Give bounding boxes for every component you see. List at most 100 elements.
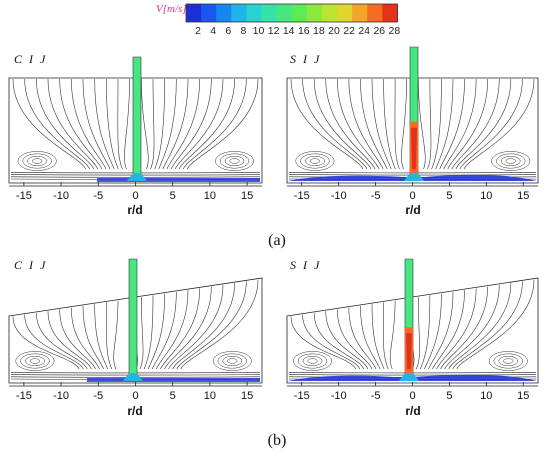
streamline xyxy=(12,316,80,370)
streamline xyxy=(71,78,107,170)
colorbar-swatch xyxy=(321,4,338,22)
jet-column xyxy=(128,258,138,380)
vortex-streamline xyxy=(29,358,41,364)
x-tick-label: 0 xyxy=(409,190,416,202)
vortex-streamline xyxy=(20,353,50,369)
colorbar-swatch xyxy=(276,4,293,22)
streamline xyxy=(383,78,396,170)
streamline xyxy=(447,78,489,170)
streamline xyxy=(170,78,212,170)
vortex-streamline xyxy=(15,351,55,371)
x-tick-label: -15 xyxy=(15,190,32,202)
streamline xyxy=(290,78,364,170)
colorbar-swatch xyxy=(216,4,232,22)
streamline xyxy=(348,78,384,170)
x-tick-label: 10 xyxy=(203,390,217,402)
streamline xyxy=(427,78,432,170)
streamline xyxy=(59,309,96,370)
xlabel-panel-4: r/d xyxy=(405,404,421,418)
streamline xyxy=(143,295,154,370)
x-tick-label: -5 xyxy=(370,390,381,402)
x-tick-label: 15 xyxy=(240,190,254,202)
x-tick-label: -15 xyxy=(15,390,32,402)
jet-column xyxy=(409,46,419,180)
streamline xyxy=(59,78,103,170)
panel-label-cij-a: C I J xyxy=(14,52,48,66)
vortex-streamline xyxy=(32,158,43,164)
streamline xyxy=(82,78,111,170)
colorbar-tick-label: 28 xyxy=(388,25,401,37)
jet-body xyxy=(132,56,142,180)
colorbar-tick-label: 12 xyxy=(267,25,280,37)
impingement-zone xyxy=(127,173,147,181)
vortex-streamline xyxy=(498,355,519,367)
streamline xyxy=(158,78,177,170)
vortex-streamline xyxy=(219,153,250,169)
x-tick-label: -10 xyxy=(53,390,70,402)
colorbar-swatch xyxy=(367,4,383,22)
vortex-streamline xyxy=(227,358,238,364)
vortex-streamline xyxy=(302,355,323,367)
vortex-streamline xyxy=(295,151,335,171)
vortex-streamline xyxy=(217,353,247,369)
vortex-streamline xyxy=(22,153,52,169)
streamline xyxy=(302,78,368,170)
colorbar-swatch xyxy=(201,4,217,22)
impingement-zone xyxy=(123,373,143,381)
streamline xyxy=(94,304,108,370)
panel-label-sij-a: S I J xyxy=(290,52,322,66)
vortex-streamline xyxy=(493,353,523,369)
x-tick-label: 15 xyxy=(517,390,530,402)
streamline xyxy=(360,78,388,170)
streamline xyxy=(440,286,489,370)
colorbar-tick-label: 24 xyxy=(358,25,371,37)
colorbar-swatch xyxy=(231,4,247,22)
flow-panel xyxy=(286,258,539,387)
xlabel-panel-2: r/d xyxy=(405,203,421,217)
x-tick-label: 10 xyxy=(480,390,493,402)
vortex-streamline xyxy=(496,153,526,169)
colorbar-tick-label: 6 xyxy=(225,25,232,37)
vortex-streamline xyxy=(503,358,514,364)
jet-body xyxy=(128,258,138,380)
impingement-zone xyxy=(404,173,424,181)
x-tick-label: 15 xyxy=(517,190,530,202)
colorbar-tick-label: 8 xyxy=(240,25,247,37)
streamline xyxy=(302,314,361,370)
vortex-streamline xyxy=(305,155,325,167)
vortex-streamline xyxy=(293,351,332,371)
colorbar-swatch xyxy=(352,4,368,22)
streamline xyxy=(94,78,115,170)
streamline xyxy=(313,312,365,370)
impingement-zone xyxy=(399,373,419,381)
streamline xyxy=(290,316,357,370)
streamline xyxy=(336,78,380,170)
streamline xyxy=(182,78,247,170)
colorbar-tick-label: 18 xyxy=(313,25,325,37)
colorbar-swatch xyxy=(291,4,308,22)
streamline xyxy=(336,309,373,370)
vortex-streamline xyxy=(309,158,320,164)
x-tick-label: 5 xyxy=(446,390,453,402)
jet-column xyxy=(132,56,142,180)
x-tick-label: 0 xyxy=(409,390,416,402)
colorbar-tick-label: 20 xyxy=(328,25,340,37)
streamline xyxy=(436,288,477,370)
streamline xyxy=(180,279,259,370)
streamline xyxy=(428,291,454,370)
vortex-streamline xyxy=(300,153,330,169)
colorbar-tick-label: 4 xyxy=(210,25,217,37)
x-tick-label: -10 xyxy=(330,190,347,202)
colorbar-frame xyxy=(185,3,398,23)
x-tick-label: -5 xyxy=(93,190,104,202)
flow-panel xyxy=(286,46,539,187)
colorbar-swatch xyxy=(382,4,398,22)
colorbar-tick-label: 2 xyxy=(195,25,202,37)
streamline xyxy=(187,78,259,170)
x-tick-label: 5 xyxy=(446,190,453,202)
vortex-streamline xyxy=(224,155,245,167)
streamline xyxy=(106,78,119,170)
streamline xyxy=(360,305,381,370)
streamline xyxy=(459,78,523,170)
vortex-streamline xyxy=(500,155,521,167)
